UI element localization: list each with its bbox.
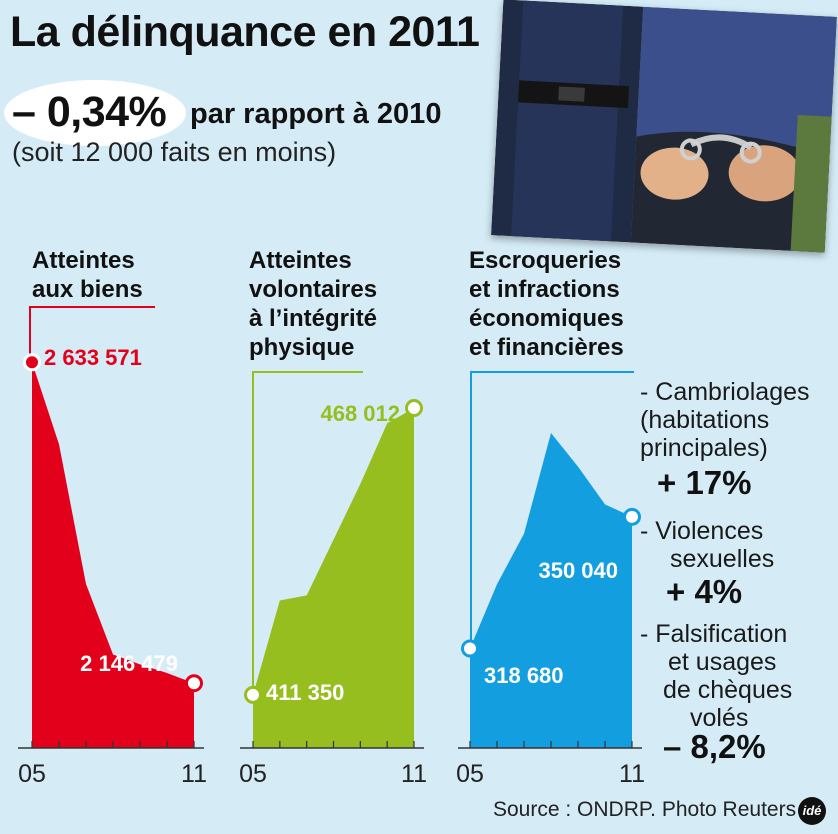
data-label-end: 350 040: [538, 558, 618, 583]
title-connector-line: [470, 371, 634, 649]
sidebar-label-line: et usages: [668, 648, 777, 676]
start-point-marker: [23, 353, 41, 372]
sidebar-label-line: - Falsification: [640, 620, 788, 648]
end-point-marker: [623, 507, 641, 526]
panel-title-line: Atteintes: [32, 247, 135, 274]
x-tick-label-end: 11: [401, 760, 427, 788]
data-label-end: 2 146 479: [80, 651, 178, 676]
start-point-marker: [461, 639, 479, 658]
sidebar-item-violences: - Violences sexuelles: [640, 517, 774, 573]
area-series-3: [470, 433, 632, 748]
source-note: Source : ONDRP. Photo Reuters: [493, 798, 797, 821]
data-label-start: 411 350: [266, 680, 344, 705]
data-label-start: 2 633 571: [44, 345, 142, 370]
title-connector-line: [252, 371, 363, 695]
x-tick-label-end: 11: [181, 760, 207, 788]
sidebar-label-line: - Cambriolages: [640, 378, 810, 406]
page-subtitle: (soit 12 000 faits en moins): [12, 137, 337, 167]
highlight-ellipse: [4, 80, 186, 146]
data-label-start: 318 680: [484, 663, 564, 688]
panel-title-biens: Atteintes aux biens: [32, 246, 143, 304]
panel-title-line: Escroqueries: [469, 247, 622, 274]
end-point-marker: [405, 399, 423, 418]
x-tick-label-start: 05: [456, 760, 484, 788]
area-series-1: [32, 362, 194, 748]
panel-title-line: volontaires: [249, 276, 378, 303]
panel-title-escroqueries: Escroqueries et infractions économiques …: [469, 246, 624, 362]
panel-title-line: aux biens: [32, 276, 143, 303]
panel-title-line: et financières: [469, 334, 624, 361]
x-tick-label-start: 05: [18, 760, 46, 788]
sidebar-label-line: volés: [690, 704, 749, 732]
sidebar-label-line: - Violences: [640, 517, 764, 545]
sidebar-label-line: de chèques: [663, 676, 793, 704]
start-point-marker: [244, 685, 262, 704]
sidebar-value-falsification: – 8,2%: [663, 728, 766, 765]
delta-comparison: par rapport à 2010: [190, 98, 442, 130]
page-title: La délinquance en 2011: [10, 8, 480, 56]
x-tick-label-start: 05: [239, 760, 267, 788]
arrest-photo: [491, 0, 837, 253]
panel-title-line: à l’intégrité: [249, 305, 378, 332]
x-tick-label-end: 11: [619, 760, 645, 788]
panel-title-line: physique: [249, 334, 355, 361]
sidebar-label-line: sexuelles: [670, 545, 775, 573]
data-label-end: 468 012: [320, 401, 400, 426]
panel-title-line: Atteintes: [249, 247, 352, 274]
sidebar-item-cambriolages: - Cambriolages (habitations principales): [640, 378, 810, 462]
sidebar-label-line: (habitations: [640, 406, 770, 434]
sidebar-label-line: principales): [640, 434, 768, 462]
sidebar-value-cambriolages: + 17%: [657, 464, 752, 501]
end-point-marker: [185, 674, 203, 693]
delta-value: – 0,34%: [12, 88, 167, 136]
sidebar-item-falsification: - Falsification et usages de chèques vol…: [640, 620, 792, 732]
panel-title-line: économiques: [469, 305, 624, 332]
panel-title-line: et infractions: [469, 276, 620, 303]
title-connector-line: [29, 306, 155, 363]
publisher-logo: idé: [798, 797, 826, 825]
sidebar-value-violences: + 4%: [666, 573, 743, 610]
panel-title-integrite: Atteintes volontaires à l’intégrité phys…: [249, 246, 377, 362]
area-series-2: [253, 408, 414, 748]
